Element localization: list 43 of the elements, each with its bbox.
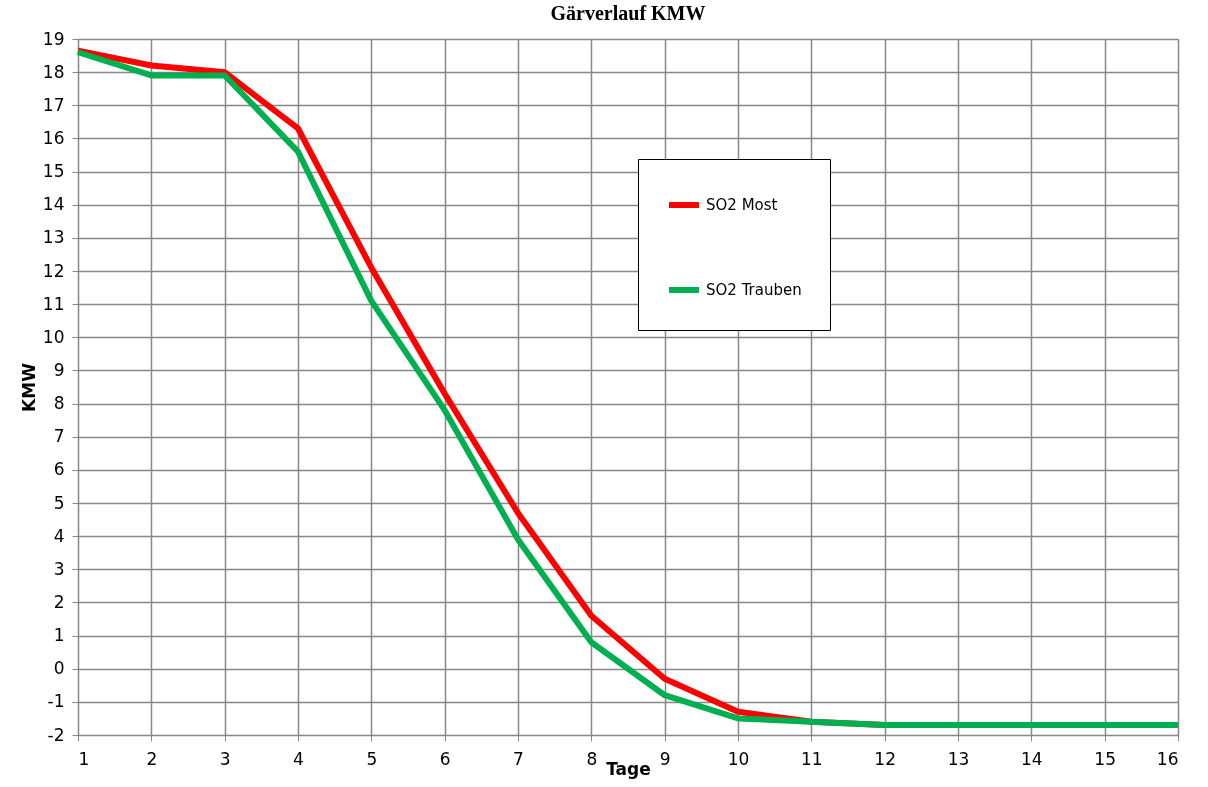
x-tick-label: 11 xyxy=(801,748,823,769)
y-tick-label: 12 xyxy=(42,260,65,281)
y-tick-label: 2 xyxy=(53,591,65,612)
y-tick-label: -1 xyxy=(47,691,65,712)
y-tick-label: 6 xyxy=(53,459,65,480)
y-tick-label: 4 xyxy=(53,525,65,546)
x-axis-title: Tage xyxy=(606,758,651,779)
x-tick-label: 12 xyxy=(874,748,896,769)
x-tick-label: 7 xyxy=(513,748,524,769)
chart-title: Gärverlauf KMW xyxy=(550,2,706,24)
y-axis-title: KMW xyxy=(18,362,39,412)
x-tick-label: 9 xyxy=(659,748,671,769)
y-tick-label: 1 xyxy=(53,625,65,646)
y-tick-label: 13 xyxy=(42,227,65,248)
x-tick-label: 14 xyxy=(1021,748,1043,769)
y-tick-label: 16 xyxy=(42,127,65,148)
y-tick-label: 18 xyxy=(42,61,65,82)
y-tick-label: 0 xyxy=(53,658,65,679)
x-tick-label: 6 xyxy=(439,748,451,769)
x-tick-label: 1 xyxy=(78,748,90,769)
x-tick-label: 16 xyxy=(1156,748,1179,769)
y-tick-label: 14 xyxy=(42,194,65,215)
x-tick-label: 3 xyxy=(219,748,231,769)
x-tick-label: 10 xyxy=(727,748,750,769)
y-tick-label: 7 xyxy=(53,426,65,447)
x-tick-label: 15 xyxy=(1094,748,1116,769)
y-tick-label: 17 xyxy=(42,94,65,115)
y-tick-label: 3 xyxy=(53,558,65,579)
y-tick-label: 9 xyxy=(53,359,65,380)
legend-label: SO2 Trauben xyxy=(706,281,802,299)
y-tick-label: 15 xyxy=(42,161,65,182)
y-tick-label: 19 xyxy=(42,28,65,49)
x-tick-label: 5 xyxy=(366,748,378,769)
y-tick-label: -2 xyxy=(47,724,65,745)
legend-label: SO2 Most xyxy=(706,196,778,214)
x-tick-label: 4 xyxy=(293,748,304,769)
x-tick-label: 8 xyxy=(586,748,598,769)
y-tick-label: 10 xyxy=(42,326,65,347)
y-tick-label: 8 xyxy=(53,393,65,414)
x-tick-label: 2 xyxy=(146,748,158,769)
y-tick-label: 11 xyxy=(42,293,65,314)
x-tick-label: 13 xyxy=(947,748,970,769)
y-tick-label: 5 xyxy=(53,492,65,513)
